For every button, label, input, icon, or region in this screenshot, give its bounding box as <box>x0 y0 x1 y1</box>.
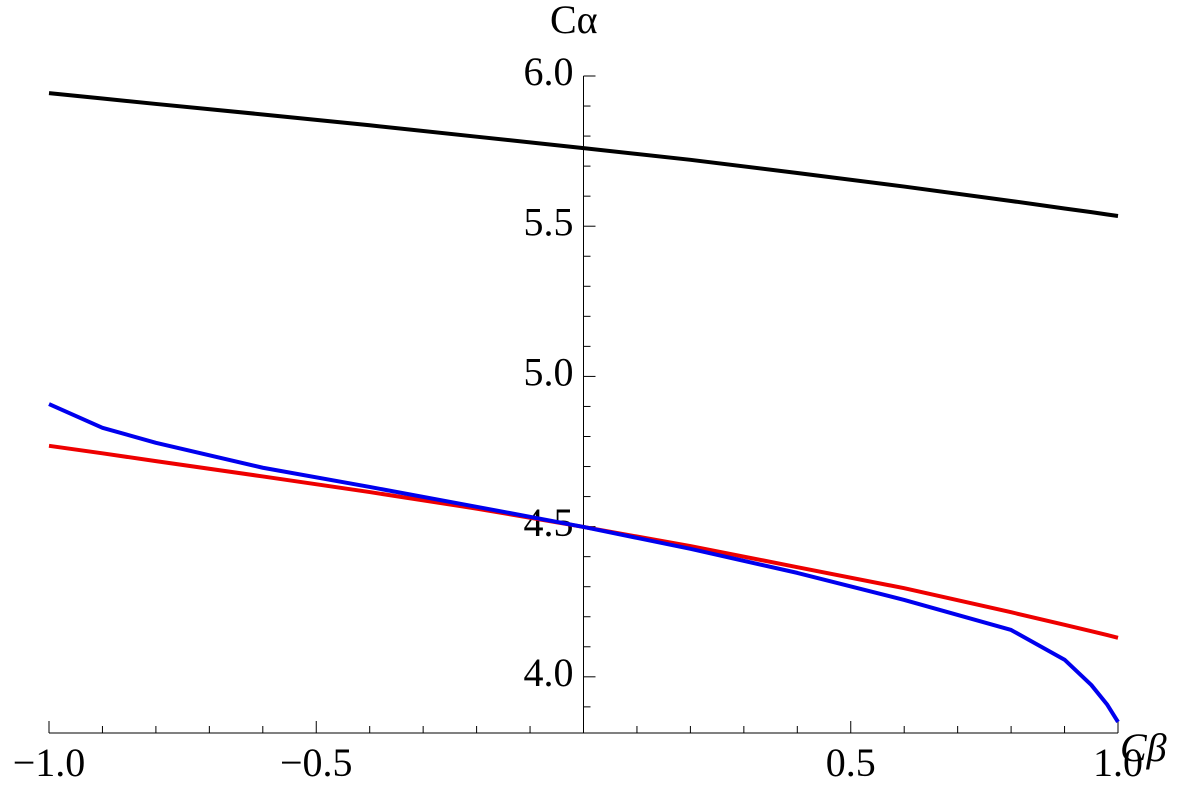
x-tick-label: −0.5 <box>280 740 353 785</box>
y-tick-label: 5.0 <box>524 350 574 395</box>
x-tick-label: 0.5 <box>826 740 876 785</box>
y-tick-label: 4.0 <box>524 650 574 695</box>
x-tick-label: −1.0 <box>13 740 86 785</box>
series-line <box>48 402 1120 723</box>
y-tick-label: 5.5 <box>524 199 574 244</box>
y-axis-label: Cα <box>550 0 598 42</box>
series-line <box>48 443 1119 640</box>
x-tick-label: 1.0 <box>1093 740 1143 785</box>
x-axis-label: Cβ <box>1120 725 1167 770</box>
y-tick-label: 6.0 <box>524 49 574 94</box>
series-line <box>48 91 1119 218</box>
